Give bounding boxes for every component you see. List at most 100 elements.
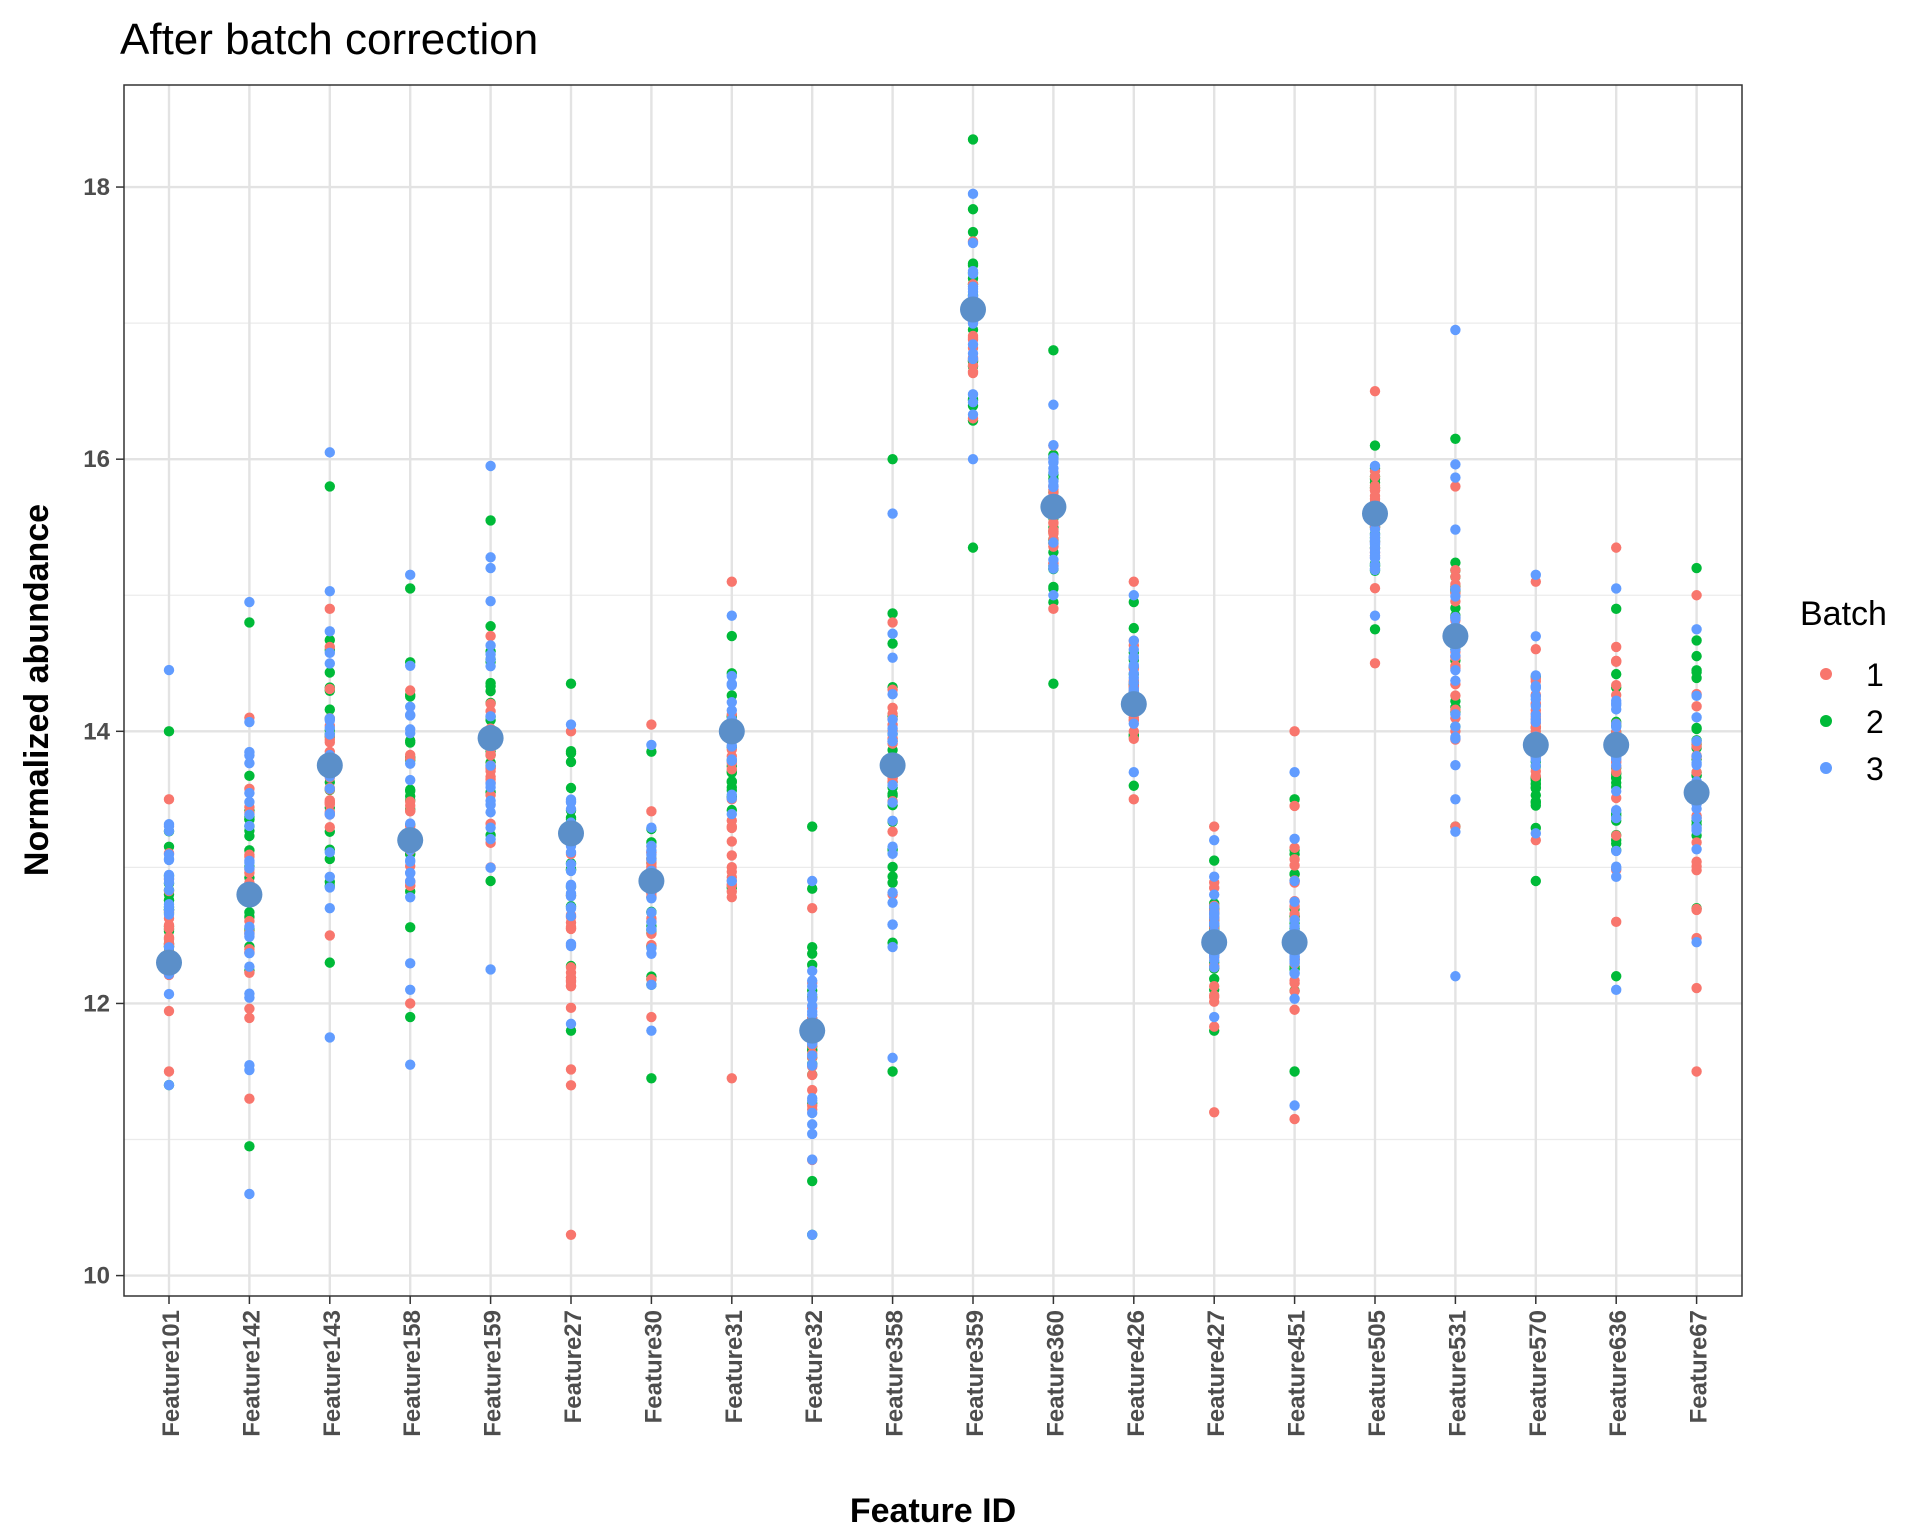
data-point-batch-3	[565, 888, 577, 899]
data-point-batch-3	[1530, 709, 1542, 721]
data-point-batch-3	[726, 705, 737, 716]
data-point-batch-1	[1048, 518, 1059, 529]
data-point-batch-3	[1611, 871, 1622, 883]
data-point-batch-3	[1611, 786, 1622, 797]
data-point-batch-3	[646, 739, 657, 751]
data-point-batch-3	[485, 552, 496, 563]
data-point-batch-2	[1691, 562, 1702, 574]
data-point-batch-1	[726, 576, 737, 587]
data-point-batch-3	[163, 988, 175, 1000]
data-point-batch-3	[646, 840, 657, 852]
data-point-batch-1	[807, 1069, 818, 1081]
data-point-batch-1	[1048, 603, 1059, 615]
data-point-batch-1	[485, 630, 496, 642]
data-point-batch-3	[1450, 760, 1461, 771]
data-point-batch-3	[1048, 563, 1059, 574]
data-point-batch-3	[1450, 733, 1461, 744]
mean-point	[1201, 929, 1228, 956]
data-point-batch-1	[1128, 576, 1140, 587]
data-point-batch-2	[244, 770, 255, 782]
data-point-batch-3	[1048, 537, 1059, 548]
data-point-batch-2	[163, 726, 175, 737]
data-point-batch-3	[1128, 660, 1140, 672]
data-point-batch-1	[1691, 701, 1702, 712]
data-point-batch-3	[163, 1079, 175, 1091]
data-point-batch-3	[1691, 812, 1702, 824]
data-point-batch-3	[405, 984, 416, 995]
mean-point	[1362, 500, 1388, 527]
data-point-batch-2	[1209, 855, 1220, 866]
data-point-batch-3	[1691, 759, 1702, 771]
data-point-batch-1	[163, 1066, 175, 1077]
data-point-batch-1	[1289, 800, 1300, 812]
data-point-batch-3	[485, 862, 496, 873]
plot-border	[123, 84, 1743, 1297]
data-point-batch-1	[324, 683, 335, 695]
data-point-batch-1	[163, 794, 175, 805]
data-point-batch-3	[485, 964, 496, 975]
data-point-batch-1	[1209, 980, 1220, 992]
data-point-batch-3	[244, 750, 255, 761]
data-point-batch-3	[646, 948, 657, 959]
data-point-batch-2	[1048, 581, 1059, 593]
data-point-batch-3	[405, 892, 416, 903]
data-point-batch-2	[726, 630, 737, 642]
data-point-batch-3	[887, 815, 898, 827]
data-points	[163, 134, 1702, 1240]
data-point-batch-3	[405, 774, 416, 786]
data-point-batch-3	[1289, 993, 1300, 1004]
data-point-batch-3	[1611, 760, 1622, 771]
data-point-batch-1	[405, 685, 416, 696]
grid-minor	[124, 322, 1742, 1141]
data-point-batch-3	[324, 713, 335, 724]
data-point-batch-2	[887, 877, 898, 888]
data-point-batch-3	[1530, 716, 1542, 728]
data-point-batch-3	[1691, 712, 1702, 723]
data-point-batch-2	[807, 821, 818, 832]
data-point-batch-1	[324, 930, 335, 941]
data-point-batch-3	[565, 910, 577, 922]
data-point-batch-1	[565, 1080, 577, 1091]
data-point-batch-3	[807, 1095, 818, 1106]
data-point-batch-3	[244, 809, 255, 820]
data-point-batch-3	[1048, 554, 1059, 566]
data-point-batch-3	[1450, 826, 1461, 837]
x-tick-label: Feature570	[1525, 1310, 1552, 1437]
mean-point	[477, 725, 504, 752]
legend-key-batch-3	[1820, 762, 1832, 774]
data-point-batch-3	[244, 787, 255, 799]
data-point-batch-3	[1369, 460, 1381, 472]
data-point-batch-3	[565, 719, 577, 730]
mean-point	[1281, 929, 1308, 956]
data-point-batch-1	[1289, 842, 1300, 854]
data-point-batch-3	[324, 647, 335, 659]
data-point-batch-3	[1450, 591, 1461, 602]
data-point-batch-3	[1289, 833, 1300, 845]
data-point-batch-3	[1048, 590, 1059, 601]
data-point-batch-3	[1611, 845, 1622, 857]
legend-key-batch-2	[1820, 715, 1832, 727]
data-point-batch-2	[807, 883, 818, 894]
data-point-batch-3	[807, 1229, 818, 1240]
data-point-batch-3	[244, 947, 255, 959]
data-point-batch-1	[1691, 903, 1702, 915]
x-tick-label: Feature101	[158, 1310, 185, 1437]
data-point-batch-3	[967, 265, 979, 277]
x-axis-title: Feature ID	[850, 1492, 1016, 1530]
data-point-batch-3	[485, 460, 496, 472]
data-point-batch-1	[1369, 480, 1381, 491]
data-point-batch-3	[807, 1128, 818, 1140]
data-point-batch-2	[1611, 603, 1622, 615]
data-point-batch-2	[485, 680, 496, 692]
data-point-batch-3	[1209, 907, 1220, 918]
data-point-batch-3	[887, 714, 898, 725]
data-point-batch-3	[324, 882, 335, 893]
data-point-batch-3	[1691, 690, 1702, 702]
data-point-batch-1	[967, 330, 979, 342]
data-point-batch-1	[646, 806, 657, 817]
data-point-batch-2	[1530, 789, 1542, 801]
data-point-batch-1	[1209, 1107, 1220, 1118]
data-point-batch-1	[565, 962, 577, 973]
y-tick-label: 14	[83, 718, 110, 745]
data-point-batch-3	[726, 793, 737, 804]
